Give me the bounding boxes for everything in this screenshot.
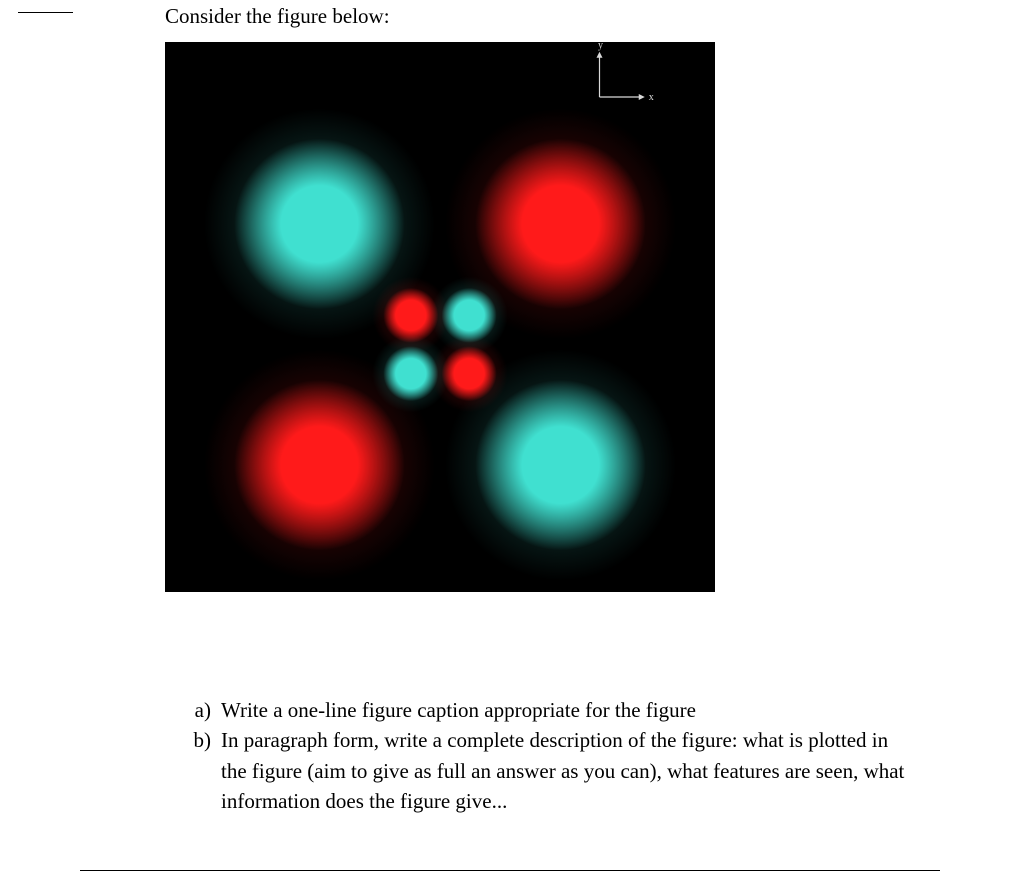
question-marker: a) [165, 695, 221, 725]
question-text: In paragraph form, write a complete desc… [221, 725, 905, 816]
page: Consider the figure below: a) Write a on… [0, 0, 1024, 895]
question-item: b) In paragraph form, write a complete d… [165, 725, 905, 816]
question-marker: b) [165, 725, 221, 816]
figure-container [165, 42, 715, 592]
bottom-rule [80, 870, 940, 871]
orbital-figure-canvas [165, 42, 715, 592]
question-text: Write a one-line figure caption appropri… [221, 695, 905, 725]
question-list: a) Write a one-line figure caption appro… [165, 695, 905, 817]
question-item: a) Write a one-line figure caption appro… [165, 695, 905, 725]
prompt-text: Consider the figure below: [165, 4, 390, 29]
margin-rule [18, 12, 73, 13]
